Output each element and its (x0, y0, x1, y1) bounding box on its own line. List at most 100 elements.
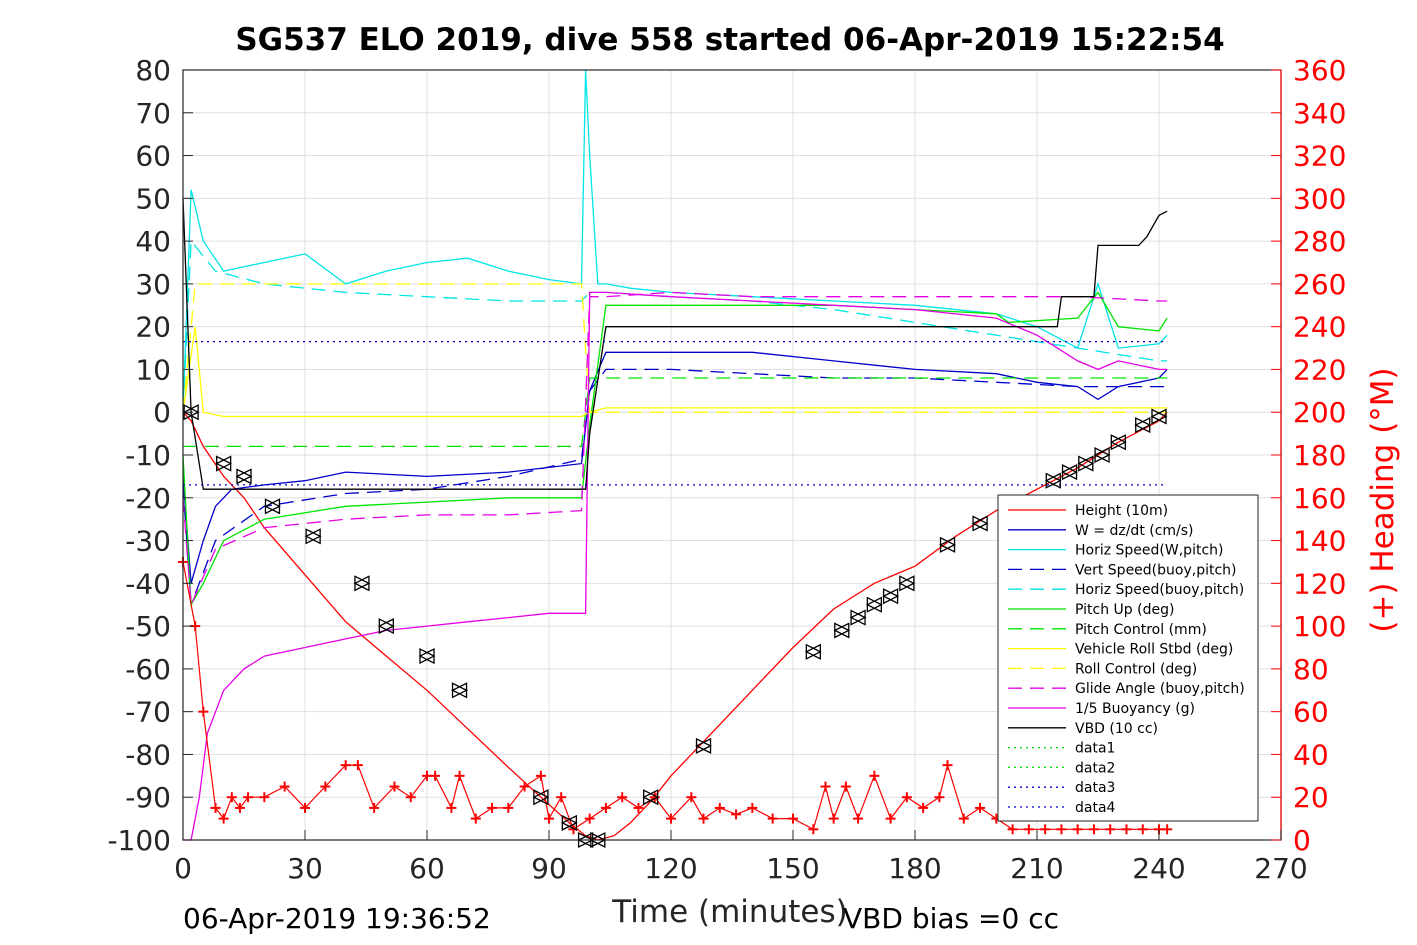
legend-label: Horiz Speed(buoy,pitch) (1075, 582, 1244, 598)
heading-point (901, 792, 912, 803)
heading-point (747, 802, 758, 813)
y-right-tick-label: 320 (1293, 140, 1346, 173)
heading-point (320, 781, 331, 792)
series-line-3 (182, 368, 1168, 605)
legend-item: VBD (10 cc) (1008, 721, 1158, 737)
y-left-tick-label: -70 (125, 696, 171, 729)
heading-point (535, 770, 546, 781)
y-left-tick-label: -60 (125, 653, 171, 686)
y-left-tick-label: 50 (135, 182, 171, 215)
heading-point (1072, 824, 1083, 835)
heading-point (405, 792, 416, 803)
triangle-marker (898, 575, 916, 592)
y-right-tick-label: 160 (1293, 482, 1346, 515)
y-right-tick-label: 340 (1293, 97, 1346, 130)
heading-point (934, 792, 945, 803)
series-line-11 (182, 198, 1168, 490)
triangle-marker (215, 455, 233, 472)
x-tick-label: 120 (644, 852, 697, 885)
x-tick-label: 30 (287, 852, 323, 885)
y-left-tick-label: -80 (125, 738, 171, 771)
y-left-tick-label: -20 (125, 482, 171, 515)
heading-point (633, 802, 644, 813)
triangle-marker (418, 648, 436, 665)
legend-label: data4 (1075, 800, 1116, 816)
y-left-tick-label: -90 (125, 781, 171, 814)
series-layer (182, 69, 1168, 841)
triangle-marker (1109, 434, 1127, 451)
legend-item: data2 (1008, 760, 1115, 776)
heading-point (853, 813, 864, 824)
heading-point (210, 802, 221, 813)
legend-item: data4 (1008, 800, 1116, 816)
heading-point (226, 792, 237, 803)
series-line-7 (182, 326, 1168, 418)
y-right-tick-label: 300 (1293, 182, 1346, 215)
y-right-tick-label: 60 (1293, 696, 1329, 729)
y-right-tick-label: 360 (1293, 54, 1346, 87)
heading-point (666, 813, 676, 824)
legend-label: data2 (1075, 760, 1115, 776)
heading-point (352, 760, 363, 771)
y-right-tick-label: 280 (1293, 225, 1346, 258)
heading-point (243, 792, 254, 803)
x-tick-label: 180 (888, 852, 941, 885)
y-left-tick-label: -10 (125, 439, 171, 472)
legend-item: Glide Angle (buoy,pitch) (1008, 681, 1245, 697)
heading-point (584, 813, 595, 824)
legend-label: Vehicle Roll Stbd (deg) (1075, 642, 1233, 658)
x-tick-label: 0 (174, 852, 192, 885)
triangle-marker (971, 515, 989, 532)
heading-point (828, 813, 839, 824)
x-axis-label: Time (minutes) (611, 894, 847, 930)
legend: Height (10m) W = dz/dt (cm/s) Horiz Speed(… (997, 494, 1259, 822)
legend-item: Roll Control (deg) (1008, 661, 1197, 677)
heading-point (198, 706, 209, 717)
heading-point (1040, 824, 1051, 835)
heading-point (1056, 824, 1067, 835)
heading-point (808, 824, 819, 835)
heading-point (218, 813, 229, 824)
triangle-marker (833, 622, 851, 639)
legend-item: Pitch Up (deg) (1008, 602, 1174, 618)
y-right-tick-label: 120 (1293, 567, 1346, 600)
y-left-tick-label: 10 (135, 353, 171, 386)
legend-label: W = dz/dt (cm/s) (1075, 523, 1194, 539)
y-left-tick-label: 60 (135, 140, 171, 173)
heading-point (454, 770, 465, 781)
y-left-tick-label: -30 (125, 525, 171, 558)
heading-point (958, 813, 969, 824)
legend-item: data1 (1008, 741, 1115, 757)
triangle-marker (304, 528, 322, 545)
triangle-marker (235, 468, 253, 485)
y-right-tick-label: 180 (1293, 439, 1346, 472)
heading-point (686, 792, 697, 803)
triangle-marker (939, 536, 956, 553)
legend-label: 1/5 Buoyancy (g) (1075, 701, 1195, 717)
heading-point (556, 792, 567, 803)
y-left-tick-label: -50 (125, 610, 171, 643)
heading-point (617, 792, 628, 803)
series-line-6 (183, 377, 1168, 448)
heading-point (279, 781, 290, 792)
legend-item: Pitch Control (mm) (1008, 622, 1207, 638)
footer-vbd-bias: VBD bias =0 cc (843, 902, 1059, 935)
y-right-tick-label: 200 (1293, 396, 1346, 429)
x-tick-label: 210 (1010, 852, 1063, 885)
heading-point (544, 813, 554, 824)
right-axis-label: (+) Heading (°M) (1365, 367, 1401, 632)
series-line-2 (182, 69, 1168, 413)
heading-point (259, 792, 270, 803)
y-right-tick-label: 260 (1293, 268, 1346, 301)
y-left-tick-label: 80 (135, 54, 171, 87)
heading-point (731, 809, 742, 820)
heading-point (1023, 824, 1034, 835)
legend-item: W = dz/dt (cm/s) (1008, 523, 1194, 539)
heading-point (503, 802, 514, 813)
heading-point (600, 802, 611, 813)
y-left-tick-label: 30 (135, 268, 171, 301)
legend-item: Horiz Speed(W,pitch) (1008, 543, 1223, 559)
triangle-marker (1150, 408, 1168, 425)
heading-point (1105, 824, 1116, 835)
